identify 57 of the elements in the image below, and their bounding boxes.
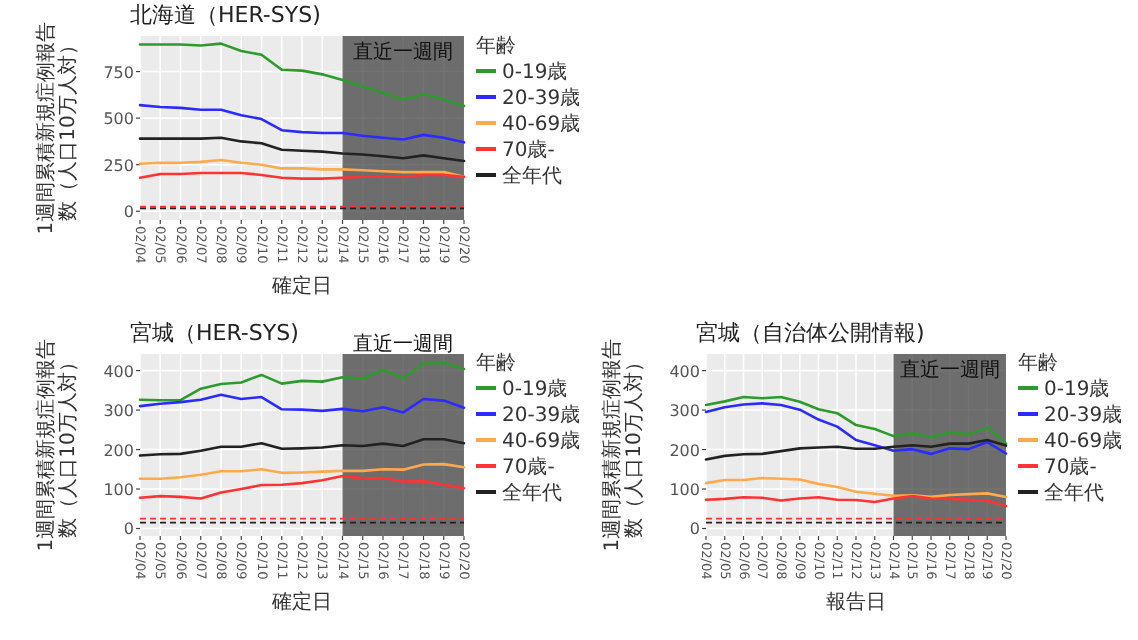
y-tick-label: 300 <box>669 402 700 421</box>
legend-label: 20-39歳 <box>1044 403 1123 427</box>
line-series <box>704 438 1008 461</box>
chart-title: 北海道（HER-SYS) <box>130 2 321 28</box>
legend-label: 70歳- <box>502 138 556 162</box>
band-label: 直近一週間 <box>353 40 454 64</box>
y-tick-label: 400 <box>103 362 134 381</box>
y-tick-label: 100 <box>669 481 700 500</box>
line-series <box>138 136 466 163</box>
chart-title: 宮城（自治体公開情報) <box>696 320 925 346</box>
legend-label: 全年代 <box>1044 481 1104 505</box>
x-axis-title: 確定日 <box>270 274 332 298</box>
y-tick-label: 0 <box>123 520 134 539</box>
line-series <box>138 103 466 144</box>
line-series <box>138 393 466 414</box>
line-series <box>704 402 1008 456</box>
y-tick-label: 100 <box>103 481 134 500</box>
legend-label: 40-69歳 <box>1044 429 1123 453</box>
legend-label: 全年代 <box>502 164 562 188</box>
legend-title: 年齢 <box>476 351 516 375</box>
y-tick-label: 200 <box>103 441 134 460</box>
line-series <box>138 42 466 108</box>
band-label: 直近一週間 <box>353 332 454 356</box>
legend-label: 0-19歳 <box>502 377 568 401</box>
line-series <box>704 395 1008 445</box>
legend-label: 70歳- <box>1044 455 1098 479</box>
y-axis-title: 1週間累積新規症例報告数（人口10万人対） <box>34 21 80 235</box>
line-series <box>138 158 466 179</box>
x-axis-title: 報告日 <box>826 590 886 614</box>
y-tick-label: 0 <box>123 203 134 222</box>
legend-label: 0-19歳 <box>1044 377 1110 401</box>
y-tick-label: 500 <box>103 110 134 129</box>
legend-label: 70歳- <box>502 455 556 479</box>
y-tick-label: 750 <box>103 63 134 82</box>
y-axis-title: 1週間累積新規症例報告数（人口10万人対） <box>600 338 646 552</box>
y-tick-label: 300 <box>103 402 134 421</box>
y-tick-label: 250 <box>103 156 134 175</box>
y-axis-title: 1週間累積新規症例報告数（人口10万人対） <box>34 338 80 552</box>
y-tick-label: 0 <box>689 520 700 539</box>
legend-label: 40-69歳 <box>502 429 581 453</box>
band-label: 直近一週間 <box>899 358 1000 382</box>
line-series <box>704 476 1008 499</box>
legend-label: 40-69歳 <box>502 112 581 136</box>
y-tick-label: 200 <box>669 441 700 460</box>
x-axis-title: 確定日 <box>270 590 332 614</box>
line-series <box>138 462 466 481</box>
legend-label: 20-39歳 <box>502 403 581 427</box>
line-series <box>138 474 466 500</box>
line-series <box>138 437 466 457</box>
legend-label: 全年代 <box>502 481 562 505</box>
line-series <box>138 361 466 402</box>
legend-label: 0-19歳 <box>502 60 568 84</box>
y-tick-label: 400 <box>669 362 700 381</box>
legend-title: 年齢 <box>476 34 516 58</box>
legend-title: 年齢 <box>1018 351 1058 375</box>
chart-title: 宮城（HER-SYS) <box>130 320 299 346</box>
legend-label: 20-39歳 <box>502 86 581 110</box>
